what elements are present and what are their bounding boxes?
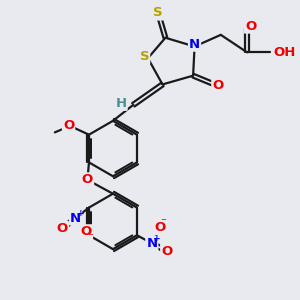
Text: S: S — [140, 50, 149, 63]
Text: N: N — [189, 38, 200, 51]
Text: O: O — [57, 222, 68, 235]
Text: O: O — [63, 119, 74, 132]
Text: O: O — [161, 245, 172, 258]
Text: O: O — [82, 173, 93, 186]
Text: O: O — [245, 20, 256, 33]
Text: +: + — [76, 209, 84, 218]
Text: O: O — [212, 80, 224, 92]
Text: N: N — [70, 212, 81, 224]
Text: +: + — [153, 234, 160, 243]
Text: O: O — [154, 221, 166, 234]
Text: OH: OH — [274, 46, 296, 59]
Text: ⁻: ⁻ — [160, 217, 166, 227]
Text: ⁻: ⁻ — [88, 232, 93, 242]
Text: H: H — [116, 97, 127, 110]
Text: N: N — [146, 237, 158, 250]
Text: O: O — [81, 225, 92, 238]
Text: S: S — [153, 7, 163, 20]
